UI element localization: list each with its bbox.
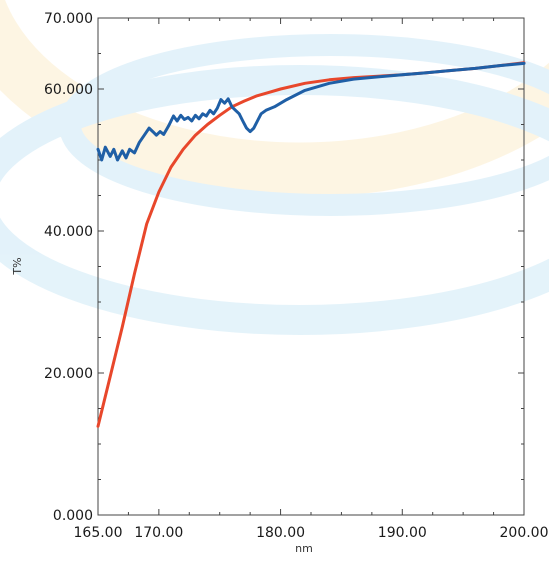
watermark — [0, 0, 549, 335]
y-axis-label: T% — [11, 257, 24, 275]
x-axis-label: nm — [295, 542, 313, 555]
tick-marks — [97, 17, 525, 516]
x-tick-label: 180.00 — [256, 525, 305, 541]
x-tick-label: 200.00 — [500, 525, 549, 541]
x-tick-label: 165.00 — [74, 525, 123, 541]
y-tick-label: 0.000 — [53, 508, 93, 524]
series-lines — [96, 61, 526, 428]
x-tick-label: 170.00 — [134, 525, 183, 541]
y-tick-label: 60.000 — [44, 82, 93, 98]
series-line-2 — [96, 61, 526, 162]
x-tick-labels: 165.00 170.00 180.00 190.00 200.00 — [74, 525, 549, 541]
y-tick-label: 40.000 — [44, 224, 93, 240]
y-tick-label: 70.000 — [44, 11, 93, 27]
x-tick-label: 190.00 — [378, 525, 427, 541]
y-tick-label: 20.000 — [44, 366, 93, 382]
y-tick-labels: 0.000 20.000 40.000 60.000 70.000 — [44, 11, 93, 524]
